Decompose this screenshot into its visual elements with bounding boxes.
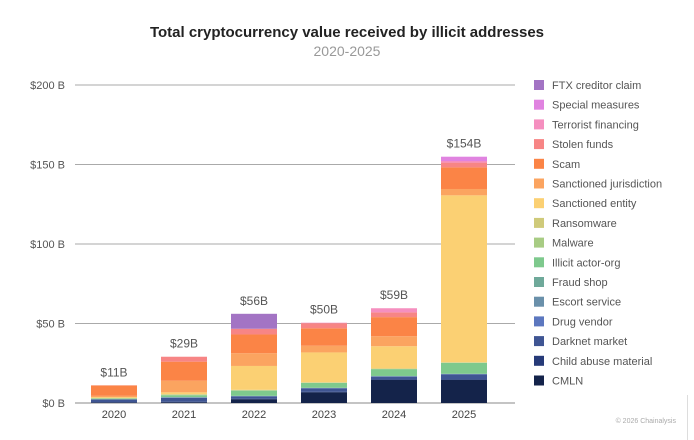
legend-label: Child abuse material <box>552 356 652 368</box>
bar-segment-illicit-actor-org <box>371 369 417 376</box>
legend-label: Scam <box>552 159 580 171</box>
bar-segment-cmln <box>161 402 207 403</box>
chart-subtitle: 2020-2025 <box>313 43 381 59</box>
bar-segment-darknet-market <box>161 397 207 402</box>
legend-label: FTX creditor claim <box>552 80 641 92</box>
bar-segment-sanctioned-entity <box>161 392 207 395</box>
bar-segment-scam <box>371 317 417 337</box>
bar-segment-darknet-market <box>301 388 347 392</box>
legend-label: Illicit actor-org <box>552 257 620 269</box>
bar-segment-sanctioned-entity <box>441 195 487 363</box>
legend-swatch <box>534 80 544 90</box>
bar-segment-sanctioned-entity <box>231 365 277 390</box>
legend-swatch <box>534 99 544 110</box>
legend-label: Stolen funds <box>552 139 614 151</box>
legend-swatch <box>534 198 544 209</box>
legend-label: Drug vendor <box>552 316 613 328</box>
legend-label: Terrorist financing <box>552 119 639 131</box>
x-tick-label: 2023 <box>312 409 336 421</box>
copyright-footer: © 2026 Chainalysis <box>615 418 676 425</box>
legend-swatch <box>534 237 544 248</box>
y-tick-label: $100 B <box>30 239 65 251</box>
bar-segment-cmln <box>371 379 417 403</box>
bar-total-label: $59B <box>380 288 408 302</box>
bar-segment-scam <box>161 361 207 381</box>
bar-segment-sanctioned-jurisdiction <box>231 353 277 366</box>
legend-swatch <box>534 158 544 169</box>
bar-segment-special-measures <box>441 156 487 162</box>
y-tick-label: $200 B <box>30 80 65 92</box>
bar-total-label: $154B <box>447 137 482 151</box>
bar-segment-scam <box>441 167 487 189</box>
bar-segment-illicit-actor-org <box>91 398 137 400</box>
bar-segment-cmln <box>231 399 277 403</box>
bar-segment-sanctioned-jurisdiction <box>441 188 487 196</box>
legend-label: Darknet market <box>552 336 627 348</box>
bar-segment-illicit-actor-org <box>161 395 207 398</box>
bar-total-label: $11B <box>100 365 127 379</box>
legend-swatch <box>534 119 544 130</box>
legend-swatch <box>534 336 544 347</box>
bar-total-label: $29B <box>170 337 198 351</box>
legend-label: Fraud shop <box>552 277 608 289</box>
bar-segment-terrorist-financing <box>441 161 487 163</box>
legend-swatch <box>534 316 544 327</box>
legend-label: Special measures <box>552 100 640 112</box>
bar-segment-cmln <box>301 392 347 403</box>
x-tick-label: 2024 <box>382 409 406 421</box>
bar-segment-darknet-market <box>91 399 137 403</box>
bar-segment-darknet-market <box>371 376 417 380</box>
bar-segment-sanctioned-jurisdiction <box>371 336 417 347</box>
bar-segment-stolen-funds <box>161 356 207 362</box>
legend-swatch <box>534 277 544 287</box>
legend-swatch <box>534 375 544 386</box>
divider <box>687 395 688 440</box>
legend-swatch <box>534 296 544 307</box>
bar-segment-darknet-market <box>231 396 277 399</box>
x-tick-label: 2025 <box>452 409 476 421</box>
bar-total-label: $56B <box>240 294 268 308</box>
bar-segment-scam <box>231 334 277 354</box>
legend-swatch <box>534 355 544 366</box>
bar-segment-sanctioned-jurisdiction <box>161 380 207 393</box>
x-tick-label: 2022 <box>242 409 266 421</box>
legend-label: Sanctioned entity <box>552 198 637 210</box>
x-tick-label: 2020 <box>102 409 126 421</box>
legend-swatch <box>534 178 544 189</box>
legend-label: Escort service <box>552 297 621 309</box>
bar-segment-scam <box>301 328 347 346</box>
legend-label: Malware <box>552 238 594 250</box>
legend-label: Ransomware <box>552 218 617 230</box>
bar-segment-illicit-actor-org <box>441 362 487 374</box>
y-tick-label: $0 B <box>42 398 65 410</box>
bar-segment-illicit-actor-org <box>231 390 277 396</box>
bar-segment-sanctioned-entity <box>91 397 137 399</box>
bar-segment-sanctioned-jurisdiction <box>301 345 347 353</box>
bar-segment-darknet-market <box>441 374 487 380</box>
bar-segment-illicit-actor-org <box>301 382 347 388</box>
bar-segment-terrorist-financing <box>371 308 417 313</box>
bar-segment-scam <box>91 385 137 396</box>
bar-segment-sanctioned-entity <box>301 352 347 383</box>
bar-total-label: $50B <box>310 303 338 317</box>
bar-segment-stolen-funds <box>231 328 277 335</box>
x-tick-label: 2021 <box>172 409 196 421</box>
bar-segment-ftx-creditor-claim <box>231 313 277 329</box>
legend-swatch <box>534 217 544 228</box>
legend-swatch <box>534 139 544 150</box>
y-tick-label: $150 B <box>30 160 65 172</box>
bar-segment-stolen-funds <box>441 162 487 168</box>
legend-label: CMLN <box>552 376 583 388</box>
bar-segment-cmln <box>441 379 487 403</box>
legend-swatch <box>534 257 544 268</box>
bar-segment-stolen-funds <box>371 312 417 318</box>
legend-label: Sanctioned jurisdiction <box>552 179 662 191</box>
chart-title: Total cryptocurrency value received by i… <box>149 24 545 41</box>
bar-segment-ransomware <box>161 394 207 395</box>
bar-segment-stolen-funds <box>301 323 347 329</box>
bar-segment-sanctioned-jurisdiction <box>91 395 137 398</box>
bar-segment-sanctioned-entity <box>371 346 417 369</box>
y-tick-label: $50 B <box>36 319 65 331</box>
